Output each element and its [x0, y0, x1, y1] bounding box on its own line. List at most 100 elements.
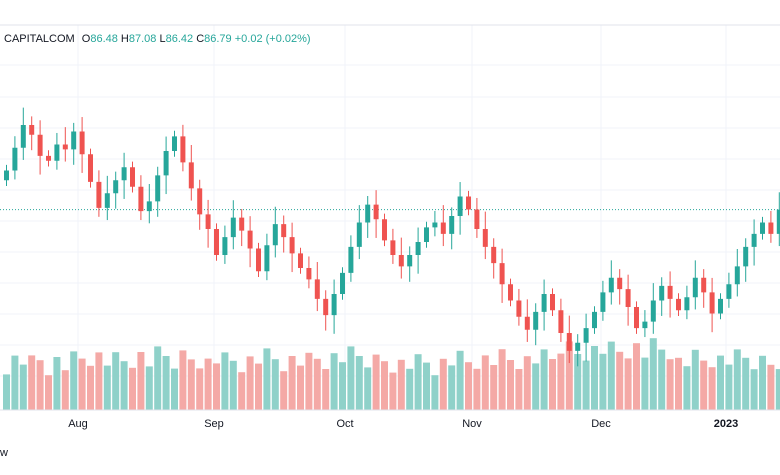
candle-body	[415, 242, 421, 255]
volume-bar	[70, 351, 78, 410]
candle-body	[608, 277, 614, 293]
candle-body	[701, 277, 707, 293]
candle-body	[659, 285, 665, 301]
candle-body	[424, 227, 429, 242]
volume-bar	[540, 349, 548, 410]
volume-bar	[750, 369, 758, 410]
volume-bar	[372, 354, 380, 410]
volume-bar	[112, 352, 120, 410]
volume-pane	[3, 338, 780, 410]
volume-bar	[649, 338, 657, 410]
open-label: O	[81, 33, 91, 45]
footer-text: w	[0, 447, 8, 459]
candle-body	[314, 279, 320, 299]
volume-bar	[162, 356, 170, 410]
volume-bar	[120, 361, 128, 410]
volume-bar	[557, 353, 565, 410]
candle-body	[12, 147, 18, 171]
candle-body	[373, 204, 379, 220]
candle-body	[734, 266, 740, 285]
candle-body	[20, 125, 26, 148]
volume-bar	[423, 362, 430, 410]
candle-body	[214, 229, 219, 255]
candle-body	[323, 298, 329, 316]
candle-body	[692, 277, 698, 298]
candle-body	[356, 222, 362, 247]
candle-body	[541, 294, 547, 312]
volume-bar	[481, 355, 489, 410]
candle-body	[491, 246, 497, 264]
volume-bar	[708, 367, 716, 410]
volume-bar	[456, 350, 464, 410]
volume-bar	[406, 368, 414, 410]
high-value: 87.08	[128, 33, 157, 45]
volume-bar	[767, 364, 775, 410]
candle-body	[634, 307, 639, 329]
candle-body	[306, 268, 312, 280]
volume-bar	[229, 360, 237, 410]
candle-body	[751, 233, 757, 247]
volume-bar	[145, 366, 153, 410]
candle-body	[390, 240, 396, 255]
volume-bar	[658, 349, 666, 410]
candle-body	[684, 297, 690, 311]
volume-bar	[666, 359, 674, 410]
candle-body	[113, 180, 119, 194]
close-value: 86.79	[204, 33, 232, 45]
volume-bar	[330, 353, 338, 410]
volume-bar	[87, 365, 94, 410]
volume-bar	[19, 364, 27, 410]
volume-bar	[759, 355, 766, 410]
candle-body	[667, 285, 673, 299]
volume-bar	[95, 352, 103, 410]
candle-body	[146, 201, 152, 212]
volume-bar	[187, 359, 195, 410]
change-value: +0.02 (+0.02%)	[234, 33, 311, 45]
volume-bar	[364, 367, 372, 410]
candle-body	[592, 311, 597, 329]
volume-bar	[582, 360, 590, 410]
candle-body	[432, 222, 438, 228]
high-label: H	[120, 33, 129, 45]
candle-body	[54, 144, 60, 161]
candle-body	[62, 144, 68, 150]
volume-bar	[532, 363, 540, 410]
candle-body	[474, 209, 480, 229]
volume-bar	[591, 346, 598, 410]
candle-body	[163, 151, 169, 176]
volume-bar	[313, 358, 321, 410]
volume-bar	[297, 365, 304, 410]
volume-bar	[549, 359, 556, 410]
candle-body	[348, 246, 354, 273]
candle-body	[726, 284, 732, 299]
open-value: 86.48	[90, 33, 118, 45]
candle-body	[524, 316, 530, 330]
volume-bar	[154, 346, 162, 410]
volume-bar	[389, 372, 397, 410]
volume-bar	[439, 358, 447, 410]
candle-body	[466, 196, 471, 210]
volume-bar	[641, 357, 649, 410]
volume-bar	[204, 358, 212, 410]
volume-bar	[129, 367, 136, 410]
volume-bar	[271, 359, 279, 410]
time-axis-label: Nov	[462, 418, 482, 430]
volume-bar	[498, 349, 506, 410]
time-axis-label: Sep	[204, 418, 224, 430]
time-axis-label: 2023	[714, 418, 738, 430]
candle-body	[365, 204, 371, 223]
volume-bar	[616, 351, 624, 410]
volume-bar	[339, 362, 346, 410]
volume-bar	[414, 354, 422, 410]
volume-bar	[347, 346, 355, 410]
volume-bar	[11, 355, 19, 410]
candle-body	[188, 162, 194, 189]
low-label: L	[159, 33, 166, 45]
candle-body	[130, 167, 135, 187]
volume-bar	[179, 350, 187, 410]
candle-body	[600, 292, 606, 312]
candle-body	[239, 217, 245, 231]
candle-body	[289, 237, 295, 254]
candle-body	[676, 298, 681, 311]
